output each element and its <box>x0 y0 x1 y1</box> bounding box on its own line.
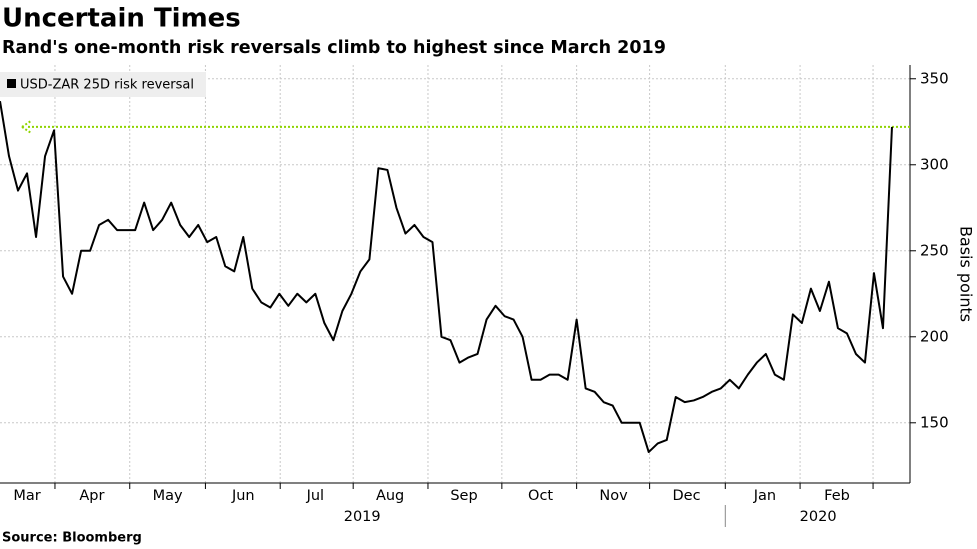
source: Source: Bloomberg <box>2 531 142 546</box>
year-label: 2020 <box>800 509 837 525</box>
chart-subtitle: Rand's one-month risk reversals climb to… <box>2 38 666 58</box>
y-tick-label: 300 <box>920 155 949 173</box>
legend-box <box>0 72 206 97</box>
legend-swatch <box>7 79 16 88</box>
x-tick-label: Jun <box>231 488 255 504</box>
x-tick-label: Apr <box>79 488 104 504</box>
x-tick-label: Feb <box>824 488 850 504</box>
y-tick-label: 150 <box>920 413 949 431</box>
x-tick-label: Jul <box>306 488 325 504</box>
x-tick-label: Nov <box>599 488 628 504</box>
y-tick-label: 250 <box>920 241 949 259</box>
chart-title: Uncertain Times <box>2 4 241 34</box>
series-line <box>0 100 893 454</box>
x-tick-label: Dec <box>673 488 701 504</box>
y-tick-label: 350 <box>920 69 949 87</box>
reference-arrow <box>21 120 32 134</box>
y-axis-label: Basis points <box>957 226 976 322</box>
x-tick-label: Jan <box>753 488 776 504</box>
year-label: 2019 <box>344 509 381 525</box>
x-tick-label: Aug <box>376 488 404 504</box>
legend-label: USD-ZAR 25D risk reversal <box>20 78 194 93</box>
x-tick-label: Mar <box>13 488 40 504</box>
x-tick-label: Oct <box>528 488 553 504</box>
y-tick-label: 200 <box>920 327 949 345</box>
x-tick-label: Sep <box>450 488 477 504</box>
x-tick-label: May <box>153 488 183 504</box>
